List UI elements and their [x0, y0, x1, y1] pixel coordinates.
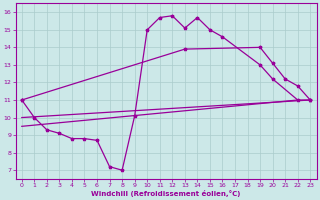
X-axis label: Windchill (Refroidissement éolien,°C): Windchill (Refroidissement éolien,°C) [91, 190, 241, 197]
